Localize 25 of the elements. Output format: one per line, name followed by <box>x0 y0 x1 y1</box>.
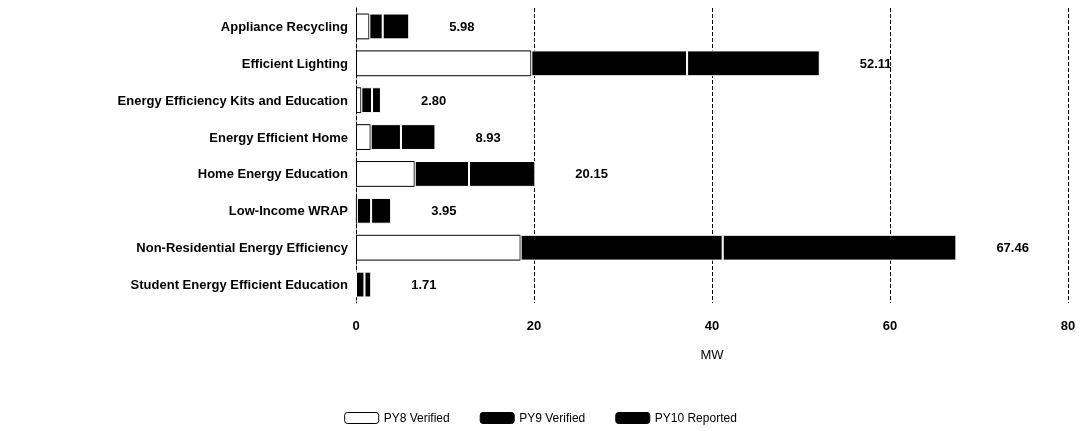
total-label: 2.80 <box>420 92 447 108</box>
total-label: 1.71 <box>411 277 437 293</box>
total-label: 3.95 <box>431 203 457 219</box>
y-tick-label: Low-Income WRAP <box>228 203 349 219</box>
legend-label: PY8 Verified <box>383 411 450 425</box>
total-label: 8.93 <box>475 129 501 145</box>
total-label: 52.11 <box>859 55 892 71</box>
y-tick-label: Home Energy Education <box>197 166 349 182</box>
y-tick-label: Appliance Recycling <box>220 18 349 34</box>
y-tick-label: Efficient Lighting <box>241 55 349 71</box>
total-label: 5.98 <box>449 18 475 34</box>
x-tick-label: 60 <box>882 318 898 333</box>
y-tick-label: Student Energy Efficient Education <box>130 277 349 293</box>
legend-label: PY9 Verified <box>519 411 586 425</box>
legend-label: PY10 Reported <box>654 411 737 425</box>
x-tick-label: 20 <box>526 318 542 333</box>
x-axis-title: MW <box>700 347 725 362</box>
x-tick-label: 40 <box>704 318 720 333</box>
y-tick-label: Energy Efficiency Kits and Education <box>117 92 349 108</box>
total-label: 67.46 <box>996 240 1029 256</box>
total-label: 20.15 <box>575 166 608 182</box>
y-tick-label: Non-Residential Energy Efficiency <box>136 240 349 256</box>
y-tick-label: Energy Efficient Home <box>209 129 348 145</box>
x-tick-label: 0 <box>352 318 360 333</box>
x-tick-label: 80 <box>1060 318 1076 333</box>
